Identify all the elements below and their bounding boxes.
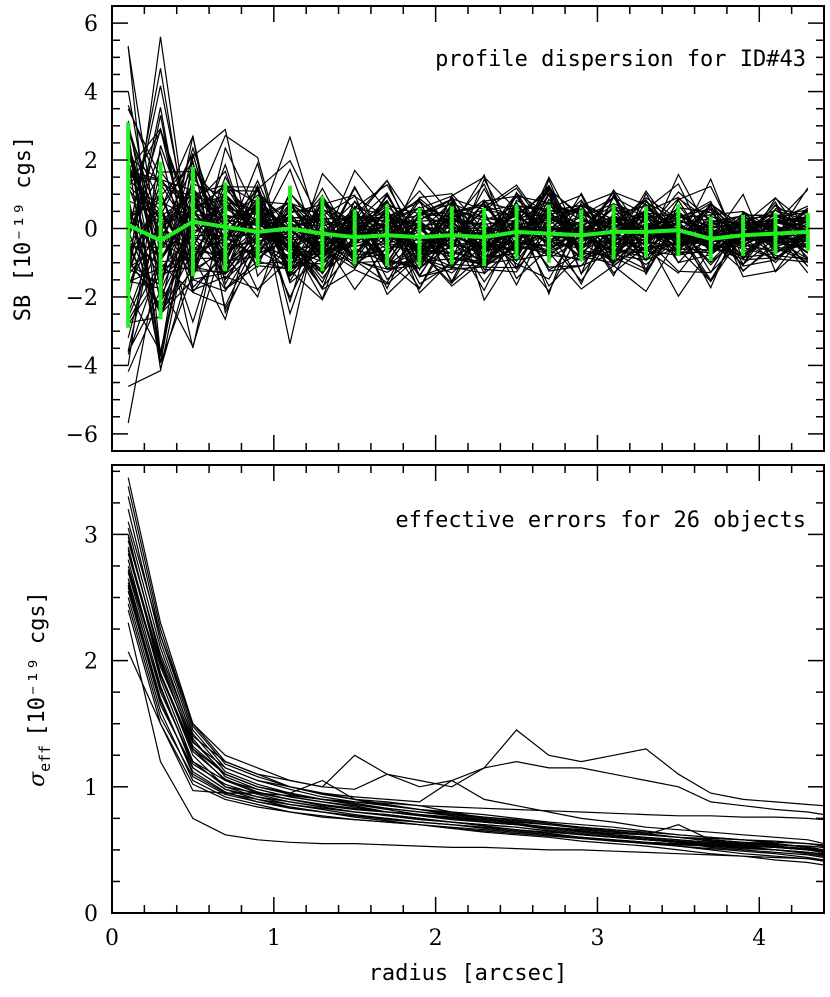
error-curve <box>127 597 824 856</box>
profile-line <box>127 168 809 275</box>
profile-line <box>127 179 809 319</box>
profile-line <box>128 173 808 264</box>
x-tick-label: 0 <box>105 926 119 951</box>
sigma-subscript: eff <box>36 745 54 772</box>
profile-line <box>127 146 808 304</box>
error-curve <box>127 591 824 859</box>
y-tick-label: 2 <box>84 149 98 174</box>
bottom-series <box>127 477 824 866</box>
y-tick-label: 4 <box>84 81 98 106</box>
x-tick-label: 4 <box>752 926 766 951</box>
y-tick-label: 2 <box>84 650 98 675</box>
top-annotation: profile dispersion for ID#43 <box>435 47 806 72</box>
y-tick-label: 6 <box>84 12 98 37</box>
error-curve <box>127 587 824 861</box>
x-tick-label: 2 <box>429 926 443 951</box>
error-curve <box>127 569 824 848</box>
y-tick-label: −4 <box>66 354 98 379</box>
bottom-annotation: effective errors for 26 objects <box>395 508 806 533</box>
y-tick-label: 1 <box>84 776 98 801</box>
profile-line <box>127 200 809 314</box>
profile-line <box>127 163 808 258</box>
profile-line <box>127 138 808 363</box>
profile-line <box>127 170 809 269</box>
bottom-panel: 0 1 2 3 4 0 1 2 3 effective errors for 26 object… <box>25 464 825 986</box>
error-curve <box>127 622 824 861</box>
profile-line <box>127 173 809 290</box>
x-tick-label: 1 <box>267 926 281 951</box>
x-axis-label: radius [arcsec] <box>369 961 568 986</box>
bottom-y-axis-label: σeff [10⁻¹⁹ cgs] <box>25 591 54 787</box>
sigma-symbol: σ <box>25 771 50 787</box>
error-curve <box>127 651 824 821</box>
error-curve <box>127 496 824 851</box>
error-curve <box>127 546 824 853</box>
profile-line <box>127 152 808 282</box>
error-curve <box>127 534 824 853</box>
error-curve <box>127 582 824 851</box>
bottom-plot-frame <box>111 464 825 914</box>
y-tick-label: −2 <box>66 286 98 311</box>
error-curve <box>127 578 824 857</box>
top-y-axis-label: SB [10⁻¹⁹ cgs] <box>11 136 36 321</box>
error-curve <box>127 549 824 853</box>
error-curve <box>127 553 824 845</box>
error-curve <box>127 609 824 866</box>
y-tick-label: 0 <box>84 902 98 927</box>
bottom-ticks: 0 1 2 3 4 0 1 2 3 <box>84 465 825 951</box>
profile-line <box>127 182 808 318</box>
mean-profile-line <box>127 219 808 243</box>
error-curve <box>127 540 824 816</box>
error-curve <box>127 572 824 853</box>
error-curve <box>127 536 824 846</box>
x-tick-label: 3 <box>590 926 604 951</box>
ylabel-units: [10⁻¹⁹ cgs] <box>25 591 50 737</box>
top-mean-profile <box>126 122 810 328</box>
y-tick-label: 0 <box>84 218 98 243</box>
error-curve <box>127 603 824 862</box>
top-plot-frame <box>111 5 825 452</box>
error-curve <box>127 486 824 852</box>
error-curve <box>127 565 824 851</box>
y-tick-label: −6 <box>66 423 98 448</box>
error-curve <box>127 527 824 856</box>
profile-line <box>127 144 808 281</box>
error-curve <box>127 521 824 807</box>
profile-line <box>127 142 809 282</box>
top-profiles <box>127 36 809 424</box>
y-tick-label: 3 <box>84 523 98 548</box>
